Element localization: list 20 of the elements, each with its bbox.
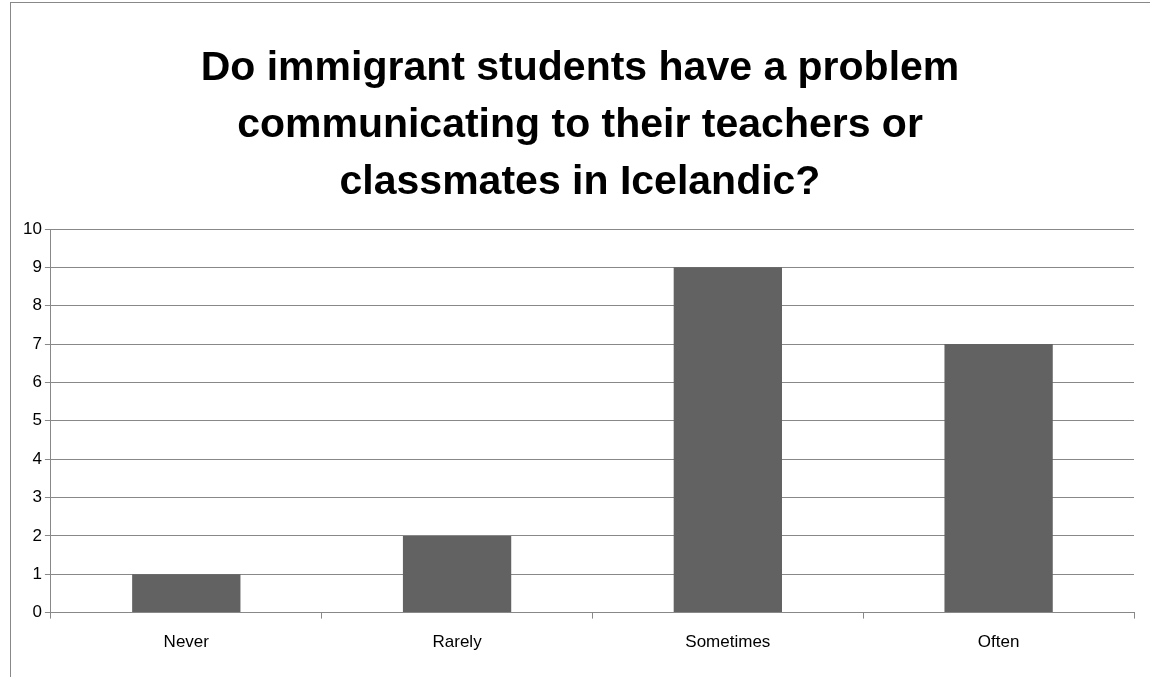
x-tick-label: Rarely: [432, 632, 483, 652]
bar: [673, 267, 782, 613]
bar: [944, 344, 1053, 613]
y-tick-label: 7: [32, 333, 42, 353]
y-tick-label: 3: [32, 487, 42, 507]
bar: [402, 535, 512, 613]
y-tick-label: 0: [32, 602, 42, 622]
y-tick-label: 8: [32, 295, 42, 315]
y-tick-label: 4: [32, 448, 42, 468]
y-tick-label: 10: [22, 218, 42, 238]
y-tick-label: 6: [32, 372, 42, 392]
x-tick-label: Never: [163, 632, 210, 652]
x-tick-label: Often: [977, 632, 1020, 652]
y-tick-label: 5: [32, 410, 42, 430]
chart-title: Do immigrant students have a problem communicating to their teachers or classmates in Icelandic?: [199, 42, 961, 205]
bar: [132, 574, 241, 613]
x-tick-label: Sometimes: [685, 632, 771, 652]
y-tick-label: 9: [32, 257, 42, 277]
y-tick-label: 2: [32, 525, 42, 545]
y-tick-label: 1: [32, 563, 42, 583]
